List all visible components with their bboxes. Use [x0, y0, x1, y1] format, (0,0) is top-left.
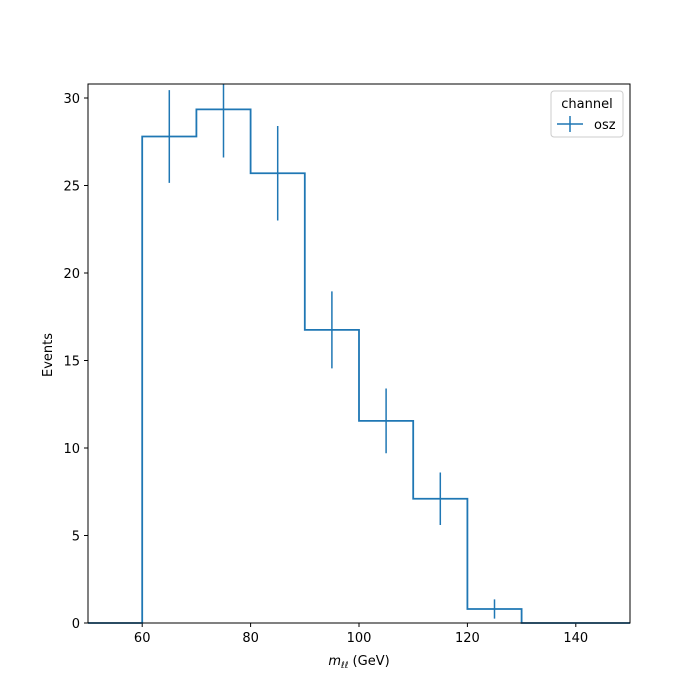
y-axis-label: Events [41, 333, 56, 377]
legend-entry-osz: osz [594, 118, 616, 133]
y-tick-label: 30 [63, 92, 80, 107]
legend-box [550, 90, 624, 138]
y-tick-label: 0 [72, 617, 80, 632]
legend-title: channel [561, 97, 612, 112]
legend: channel osz [550, 90, 624, 138]
y-tick-label: 20 [63, 267, 80, 282]
data-layer [88, 84, 630, 624]
y-tick-label: 15 [63, 355, 80, 370]
x-tick-label: 60 [134, 631, 151, 646]
y-tick-label: 10 [63, 442, 80, 457]
ticks-layer: 60 80 100 120 140 0 5 10 15 20 25 30 [63, 92, 588, 646]
x-axis-label-unit: (GeV) [348, 654, 389, 669]
x-tick-label: 140 [563, 631, 588, 646]
y-tick-label: 25 [63, 180, 80, 195]
x-tick-label: 100 [347, 631, 372, 646]
histogram-step-line [88, 108, 630, 624]
x-axis-label-subscript: ℓℓ [340, 661, 348, 671]
y-tick-label: 5 [72, 530, 80, 545]
axes-frame [87, 83, 631, 624]
x-axis-label-main: m [328, 654, 341, 669]
x-tick-label: 120 [455, 631, 480, 646]
x-axis-label: mℓℓ (GeV) [328, 654, 389, 671]
x-tick-label: 80 [242, 631, 259, 646]
